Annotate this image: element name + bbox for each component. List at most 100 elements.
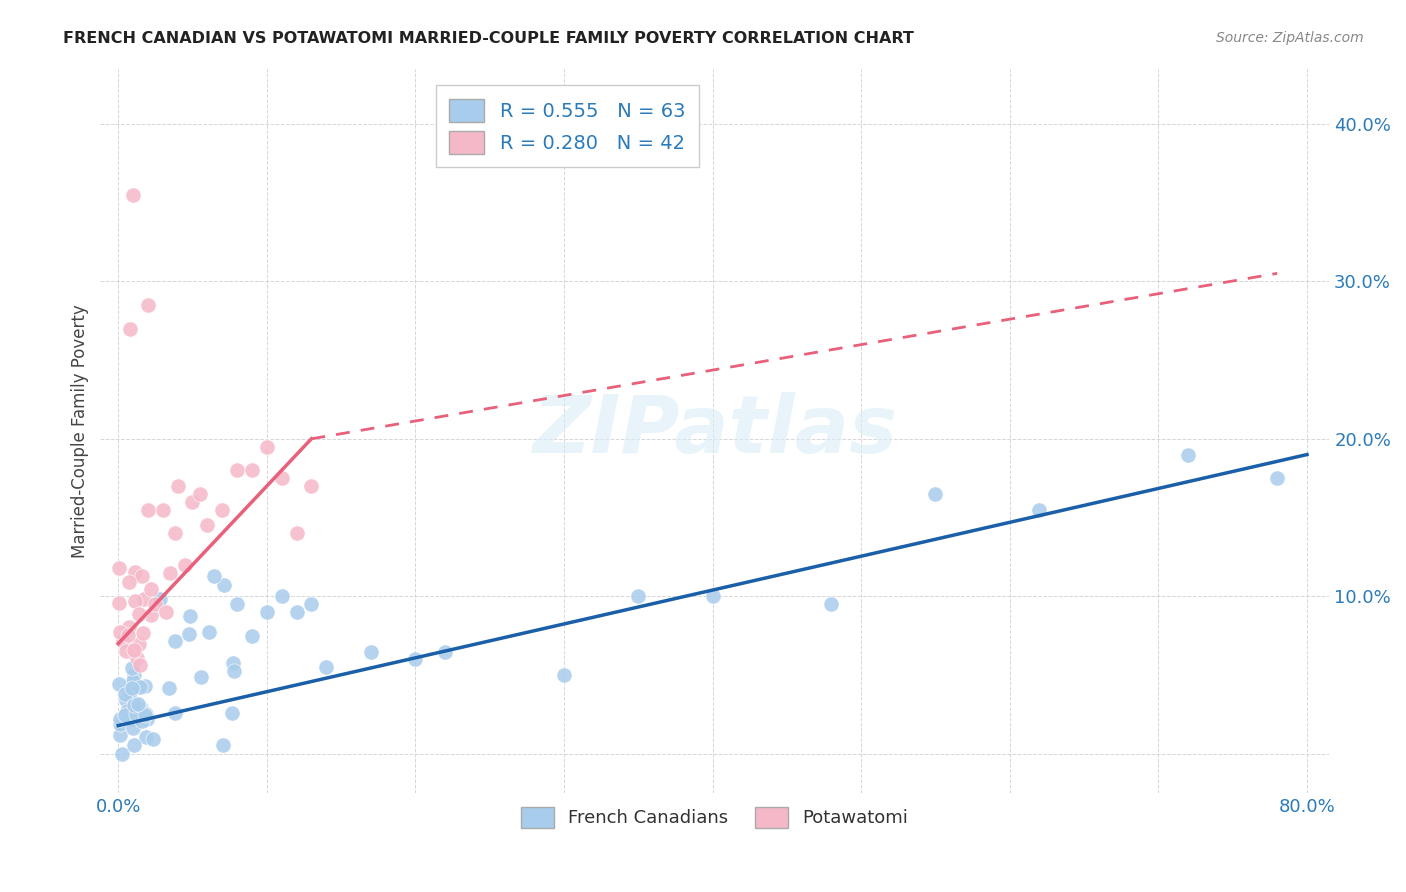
Point [240, 629, 263, 643]
Point [117, 574, 139, 589]
Point [131, 714, 153, 728]
Point [127, 698, 149, 712]
Point [285, 526, 308, 541]
Point [627, 590, 650, 604]
Point [111, 747, 134, 761]
Point [179, 609, 201, 624]
Point [129, 680, 152, 694]
Point [165, 634, 187, 648]
Point [136, 298, 159, 312]
Point [924, 487, 946, 501]
Point [122, 674, 145, 689]
Point [111, 634, 134, 648]
Point [136, 712, 159, 726]
Point [127, 651, 149, 665]
Point [132, 626, 155, 640]
Point [122, 721, 145, 735]
Point [1028, 502, 1050, 516]
Point [108, 625, 131, 640]
Point [285, 605, 308, 619]
Point [299, 597, 322, 611]
Point [152, 502, 174, 516]
Point [256, 605, 278, 619]
Point [108, 560, 131, 574]
Point [820, 597, 842, 611]
Point [212, 738, 235, 752]
Point [115, 643, 138, 657]
Point [135, 730, 157, 744]
Point [127, 704, 149, 718]
Point [1265, 471, 1288, 485]
Point [143, 597, 166, 611]
Point [135, 706, 157, 721]
Point [118, 685, 141, 699]
Point [190, 670, 212, 684]
Point [270, 590, 292, 604]
Point [108, 596, 131, 610]
Point [129, 658, 152, 673]
Point [159, 566, 181, 580]
Point [128, 637, 150, 651]
Point [134, 679, 156, 693]
Point [702, 590, 724, 604]
Point [553, 668, 575, 682]
Point [124, 698, 146, 712]
Point [195, 518, 218, 533]
Point [117, 628, 139, 642]
Point [108, 712, 131, 726]
Point [155, 605, 177, 619]
Point [122, 738, 145, 752]
Point [165, 706, 187, 720]
Text: Source: ZipAtlas.com: Source: ZipAtlas.com [1216, 31, 1364, 45]
Point [221, 706, 243, 720]
Text: ZIPatlas: ZIPatlas [533, 392, 897, 470]
Point [197, 624, 219, 639]
Point [226, 597, 249, 611]
Point [212, 578, 235, 592]
Point [188, 487, 211, 501]
Point [222, 664, 245, 678]
Point [125, 706, 148, 721]
Point [1177, 448, 1199, 462]
Point [299, 479, 322, 493]
Point [202, 569, 225, 583]
Legend: French Canadians, Potawatomi: French Canadians, Potawatomi [515, 800, 915, 835]
Point [128, 607, 150, 621]
Point [163, 526, 186, 541]
Point [121, 681, 143, 695]
Point [174, 558, 197, 572]
Point [118, 619, 141, 633]
Point [122, 667, 145, 681]
Point [141, 608, 163, 623]
Point [142, 731, 165, 746]
Point [434, 644, 457, 658]
Point [128, 702, 150, 716]
Point [226, 463, 249, 477]
Point [256, 440, 278, 454]
Point [110, 717, 132, 731]
Point [240, 463, 263, 477]
Point [134, 591, 156, 606]
Point [124, 594, 146, 608]
Point [110, 728, 132, 742]
Point [120, 321, 142, 335]
Text: FRENCH CANADIAN VS POTAWATOMI MARRIED-COUPLE FAMILY POVERTY CORRELATION CHART: FRENCH CANADIAN VS POTAWATOMI MARRIED-CO… [63, 31, 914, 46]
Point [141, 582, 163, 596]
Point [115, 693, 138, 707]
Point [131, 568, 153, 582]
Point [222, 656, 245, 670]
Point [149, 592, 172, 607]
Point [115, 704, 138, 718]
Point [360, 644, 382, 658]
Point [122, 187, 145, 202]
Point [114, 687, 136, 701]
Point [120, 712, 142, 726]
Point [136, 502, 159, 516]
Point [114, 707, 136, 722]
Point [121, 661, 143, 675]
Point [122, 643, 145, 657]
Point [179, 627, 201, 641]
Point [181, 495, 204, 509]
Point [315, 660, 337, 674]
Point [134, 707, 156, 722]
